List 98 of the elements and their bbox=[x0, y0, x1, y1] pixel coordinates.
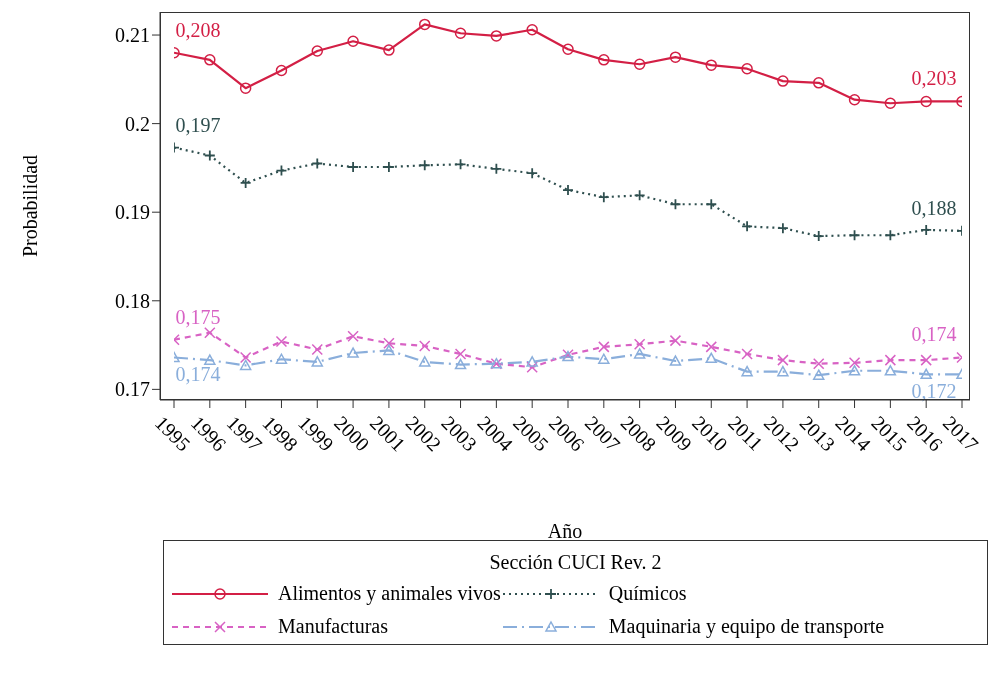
point bbox=[705, 59, 718, 71]
point bbox=[741, 220, 753, 233]
point bbox=[383, 344, 395, 356]
point bbox=[848, 357, 861, 369]
annotation: 0,188 bbox=[911, 196, 957, 219]
point bbox=[311, 343, 324, 356]
point bbox=[490, 30, 503, 42]
point bbox=[204, 54, 216, 66]
point bbox=[633, 338, 646, 350]
annotation: 0,175 bbox=[175, 305, 221, 328]
point bbox=[383, 337, 395, 350]
point bbox=[812, 357, 825, 370]
point bbox=[669, 198, 682, 211]
legend-title: Sección CUCI Rev. 2 bbox=[488, 551, 663, 574]
point bbox=[920, 224, 933, 236]
point bbox=[741, 348, 753, 360]
point bbox=[633, 348, 646, 359]
legend-label: Químicos bbox=[608, 582, 687, 605]
point bbox=[526, 167, 539, 180]
point bbox=[347, 347, 359, 358]
point bbox=[275, 164, 288, 177]
point bbox=[418, 356, 431, 367]
point bbox=[526, 361, 538, 373]
point bbox=[777, 222, 789, 235]
point bbox=[239, 177, 252, 189]
point bbox=[383, 44, 395, 56]
y-tick-label: 0.2 bbox=[125, 112, 150, 135]
point bbox=[705, 341, 718, 353]
point bbox=[669, 355, 682, 366]
point bbox=[562, 184, 574, 196]
y-tick-label: 0.19 bbox=[115, 201, 150, 224]
point bbox=[777, 75, 789, 87]
point bbox=[812, 77, 825, 89]
point bbox=[383, 161, 395, 173]
point bbox=[204, 354, 216, 365]
point bbox=[597, 191, 610, 204]
point bbox=[454, 358, 467, 370]
point bbox=[203, 149, 216, 162]
point bbox=[239, 359, 252, 371]
annotation: 0,208 bbox=[175, 18, 221, 41]
point bbox=[633, 189, 646, 202]
point bbox=[884, 365, 897, 376]
point bbox=[454, 348, 467, 360]
annotation: 0,174 bbox=[911, 323, 957, 346]
point bbox=[884, 229, 897, 242]
legend-label: Alimentos y animales vivos bbox=[278, 582, 501, 605]
point bbox=[741, 365, 753, 377]
point bbox=[418, 340, 431, 352]
y-tick-label: 0.17 bbox=[115, 378, 150, 401]
point bbox=[526, 356, 538, 367]
point bbox=[598, 353, 610, 364]
point bbox=[705, 352, 718, 364]
point bbox=[884, 97, 897, 109]
point bbox=[741, 62, 753, 75]
point bbox=[526, 23, 538, 36]
point bbox=[311, 157, 324, 170]
x-axis-title: Año bbox=[547, 520, 583, 542]
point bbox=[669, 334, 682, 347]
legend-label: Manufacturas bbox=[278, 615, 388, 638]
point bbox=[275, 64, 288, 77]
y-tick-label: 0.18 bbox=[115, 289, 150, 312]
point bbox=[812, 369, 825, 380]
point bbox=[275, 335, 288, 348]
point bbox=[920, 95, 932, 108]
point bbox=[454, 158, 467, 171]
point bbox=[347, 35, 359, 47]
point bbox=[311, 356, 324, 367]
point bbox=[418, 18, 431, 31]
point bbox=[598, 341, 610, 353]
point bbox=[239, 82, 252, 94]
annotation: 0,197 bbox=[175, 113, 221, 136]
point bbox=[884, 354, 897, 366]
point bbox=[490, 162, 503, 175]
point bbox=[848, 93, 861, 106]
point bbox=[562, 43, 574, 55]
point bbox=[633, 58, 646, 71]
annotation: 0,203 bbox=[911, 67, 957, 90]
point bbox=[418, 159, 431, 172]
point bbox=[920, 354, 932, 366]
legend-label: Maquinaria y equipo de transporte bbox=[608, 615, 885, 638]
point bbox=[777, 365, 789, 377]
point bbox=[347, 330, 359, 342]
annotation: 0,174 bbox=[175, 363, 221, 386]
point bbox=[848, 365, 861, 376]
point bbox=[705, 198, 718, 211]
point bbox=[777, 354, 789, 366]
point bbox=[669, 51, 682, 63]
point bbox=[275, 353, 288, 364]
point bbox=[598, 54, 610, 66]
point bbox=[454, 27, 467, 40]
point bbox=[920, 368, 932, 380]
y-tick-label: 0.21 bbox=[115, 24, 150, 47]
annotation: 0,172 bbox=[911, 380, 957, 403]
point bbox=[848, 229, 861, 242]
y-axis-title: Probabilidad bbox=[19, 154, 42, 258]
point bbox=[347, 161, 359, 173]
point bbox=[311, 45, 324, 57]
point bbox=[239, 351, 252, 364]
